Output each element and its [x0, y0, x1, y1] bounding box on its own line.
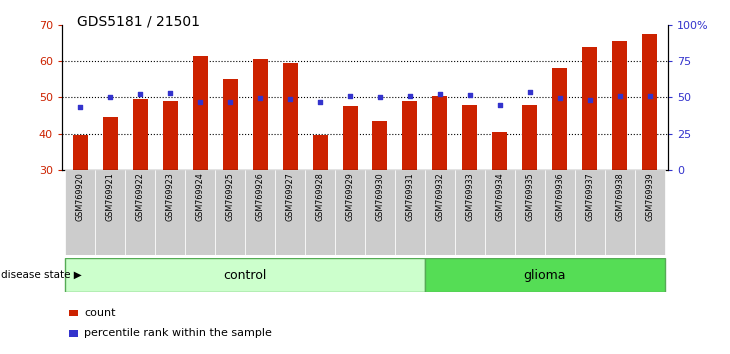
FancyBboxPatch shape: [275, 170, 305, 255]
FancyBboxPatch shape: [485, 170, 515, 255]
Text: glioma: glioma: [523, 269, 566, 282]
Bar: [163, 101, 177, 170]
Text: GSM769925: GSM769925: [226, 172, 234, 221]
Text: GSM769936: GSM769936: [556, 172, 564, 221]
Point: [74, 104, 86, 110]
Text: GSM769926: GSM769926: [255, 172, 264, 221]
Point: [344, 93, 356, 99]
Text: GSM769920: GSM769920: [75, 172, 85, 221]
Bar: [553, 68, 567, 170]
Bar: [372, 121, 388, 170]
Point: [374, 94, 386, 99]
Point: [404, 93, 416, 99]
FancyBboxPatch shape: [335, 170, 365, 255]
Point: [644, 93, 656, 99]
Bar: [493, 132, 507, 170]
FancyBboxPatch shape: [395, 170, 425, 255]
Text: GSM769939: GSM769939: [645, 172, 655, 221]
Text: percentile rank within the sample: percentile rank within the sample: [84, 329, 272, 338]
Bar: [253, 59, 267, 170]
FancyBboxPatch shape: [545, 170, 575, 255]
Bar: [402, 101, 418, 170]
Text: GSM769928: GSM769928: [315, 172, 325, 221]
Text: GSM769937: GSM769937: [585, 172, 594, 221]
Point: [584, 97, 596, 103]
Text: GSM769934: GSM769934: [496, 172, 504, 221]
FancyBboxPatch shape: [125, 170, 155, 255]
Point: [434, 91, 446, 97]
Bar: [612, 41, 628, 170]
Point: [194, 99, 206, 104]
FancyBboxPatch shape: [155, 170, 185, 255]
FancyBboxPatch shape: [95, 170, 125, 255]
FancyBboxPatch shape: [455, 170, 485, 255]
Text: GSM769932: GSM769932: [436, 172, 445, 221]
Text: GSM769930: GSM769930: [375, 172, 385, 221]
Text: disease state ▶: disease state ▶: [1, 270, 82, 280]
Text: control: control: [223, 269, 266, 282]
FancyBboxPatch shape: [635, 170, 665, 255]
Point: [254, 95, 266, 101]
Bar: [463, 104, 477, 170]
Bar: [583, 46, 597, 170]
Point: [464, 92, 476, 98]
Text: count: count: [84, 308, 115, 318]
Point: [554, 95, 566, 101]
FancyBboxPatch shape: [575, 170, 605, 255]
Text: GSM769921: GSM769921: [106, 172, 115, 221]
Bar: [193, 56, 207, 170]
FancyBboxPatch shape: [605, 170, 635, 255]
Bar: [432, 96, 447, 170]
Text: GSM769931: GSM769931: [405, 172, 415, 221]
Point: [614, 93, 626, 99]
FancyBboxPatch shape: [515, 170, 545, 255]
Bar: [102, 117, 118, 170]
Text: GSM769935: GSM769935: [526, 172, 534, 221]
FancyBboxPatch shape: [65, 258, 425, 292]
Bar: [523, 104, 537, 170]
Point: [224, 99, 236, 105]
Bar: [342, 107, 358, 170]
Text: GSM769938: GSM769938: [615, 172, 624, 221]
Point: [104, 95, 116, 100]
FancyBboxPatch shape: [425, 258, 665, 292]
FancyBboxPatch shape: [65, 170, 95, 255]
FancyBboxPatch shape: [305, 170, 335, 255]
Text: GSM769924: GSM769924: [196, 172, 204, 221]
FancyBboxPatch shape: [215, 170, 245, 255]
Text: GDS5181 / 21501: GDS5181 / 21501: [77, 14, 199, 28]
Point: [284, 96, 296, 102]
FancyBboxPatch shape: [425, 170, 455, 255]
FancyBboxPatch shape: [365, 170, 395, 255]
Point: [314, 99, 326, 105]
FancyBboxPatch shape: [245, 170, 275, 255]
Text: GSM769927: GSM769927: [285, 172, 294, 221]
Point: [494, 103, 506, 108]
Bar: [223, 79, 237, 170]
Point: [164, 90, 176, 96]
Text: GSM769923: GSM769923: [166, 172, 174, 221]
Bar: [312, 136, 328, 170]
Text: GSM769922: GSM769922: [136, 172, 145, 221]
Bar: [72, 136, 88, 170]
Text: GSM769929: GSM769929: [345, 172, 355, 221]
Bar: [133, 99, 147, 170]
FancyBboxPatch shape: [185, 170, 215, 255]
Bar: [642, 34, 658, 170]
Point: [524, 89, 536, 95]
Text: GSM769933: GSM769933: [466, 172, 474, 221]
Bar: [283, 63, 298, 170]
Point: [134, 92, 146, 97]
